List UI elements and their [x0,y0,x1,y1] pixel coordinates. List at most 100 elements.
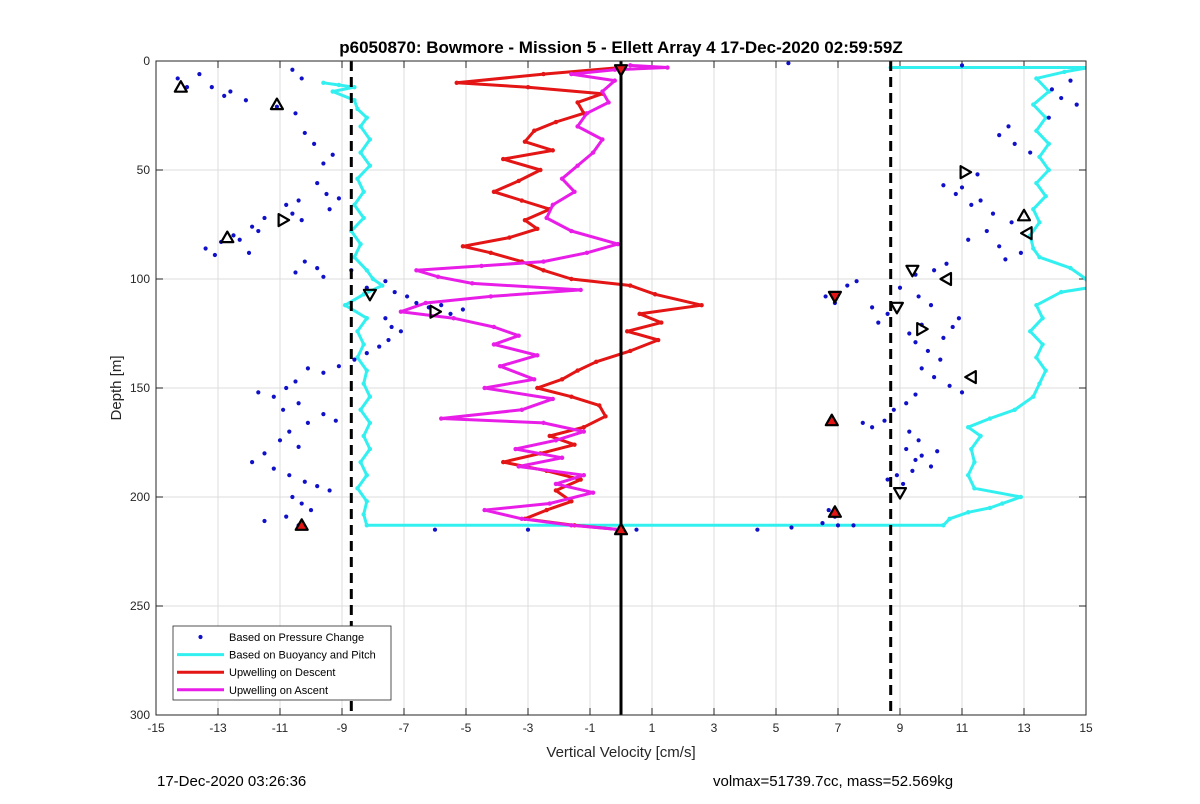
data-point-based-on-pressure-change [932,375,937,380]
data-point-upwelling-on-ascent [590,150,596,155]
data-point-upwelling-on-ascent [516,464,521,469]
marker-layer [173,64,1033,536]
data-point-based-on-pressure-change [256,390,261,395]
data-point-based-on-pressure-change [386,337,391,343]
data-point-based-on-pressure-change [907,331,912,336]
data-point-based-on-pressure-change [271,466,276,471]
data-point-upwelling-on-descent [532,128,537,133]
data-point-upwelling-on-ascent [488,294,493,299]
data-point-based-on-buoyancy-and-pitch [330,89,335,94]
marker-triangle-down [892,487,908,500]
data-point-based-on-pressure-change [907,429,912,434]
data-point-upwelling-on-descent [460,244,466,249]
data-point-based-on-buoyancy-and-pitch [367,394,373,399]
data-point-upwelling-on-ascent [581,429,586,434]
data-point-based-on-buoyancy-and-pitch [1031,394,1036,399]
data-point-based-on-pressure-change [897,285,903,290]
legend-swatch-based-on-pressure-change [198,634,203,640]
data-point-upwelling-on-descent [553,488,559,493]
x-tick-label: -3 [523,721,534,735]
marker-triangle-down [613,64,629,77]
data-point-based-on-pressure-change [284,514,289,519]
data-point-upwelling-on-descent [559,377,565,382]
data-point-based-on-pressure-change [997,133,1002,138]
data-point-based-on-pressure-change [243,98,248,103]
data-point-based-on-pressure-change [321,412,326,417]
data-point-based-on-pressure-change [315,484,320,489]
data-point-upwelling-on-descent [656,337,661,343]
data-point-based-on-pressure-change [197,71,202,77]
data-point-upwelling-on-descent [581,425,586,430]
data-point-upwelling-on-ascent [600,137,605,142]
marker-triangle-up [613,522,629,536]
data-point-based-on-buoyancy-and-pitch [1031,207,1036,212]
data-point-based-on-pressure-change [299,501,304,506]
data-point-upwelling-on-ascent [541,259,546,264]
marker-triangle-left [1019,226,1033,241]
data-point-based-on-pressure-change [634,527,639,532]
data-point-based-on-buoyancy-and-pitch [321,80,326,86]
data-point-based-on-pressure-change [383,279,388,284]
data-point-based-on-buoyancy-and-pitch [352,255,357,260]
data-point-based-on-buoyancy-and-pitch [1028,329,1033,334]
data-point-based-on-pressure-change [975,172,980,177]
data-point-based-on-buoyancy-and-pitch [367,420,373,426]
data-point-based-on-buoyancy-and-pitch [1040,316,1045,321]
data-point-based-on-buoyancy-and-pitch [355,486,360,491]
data-point-based-on-buoyancy-and-pitch [987,505,993,511]
data-point-based-on-buoyancy-and-pitch [364,316,369,321]
x-tick-label: -9 [337,721,348,735]
data-point-based-on-buoyancy-and-pitch [969,446,974,452]
data-point-upwelling-on-descent [522,217,528,223]
data-point-upwelling-on-descent [547,433,552,439]
legend: Based on Pressure Change Based on Buoyanc… [172,625,392,701]
data-point-upwelling-on-ascent [541,420,546,426]
data-point-upwelling-on-ascent [479,263,484,269]
marker-triangle-right [277,213,291,228]
marker-triangle-right [959,165,973,180]
data-point-based-on-pressure-change [1009,220,1014,225]
data-point-upwelling-on-descent [637,311,642,317]
data-point-based-on-pressure-change [913,457,918,463]
data-point-upwelling-on-descent [553,119,559,125]
data-point-based-on-pressure-change [398,329,403,334]
data-point-based-on-buoyancy-and-pitch [367,163,373,168]
data-point-upwelling-on-descent [575,100,580,105]
data-point-upwelling-on-ascent [606,100,611,105]
data-point-based-on-buoyancy-and-pitch [1037,154,1042,160]
data-point-based-on-pressure-change [1059,95,1064,101]
data-point-based-on-pressure-change [950,324,955,330]
data-point-based-on-pressure-change [293,379,298,384]
data-point-based-on-buoyancy-and-pitch [364,499,369,504]
data-point-based-on-pressure-change [1018,250,1024,255]
y-tick-label: 250 [130,599,150,613]
data-point-based-on-pressure-change [209,85,214,90]
data-point-based-on-buoyancy-and-pitch [1000,501,1005,506]
data-point-based-on-pressure-change [959,390,965,395]
data-point-based-on-buoyancy-and-pitch [361,342,366,347]
data-point-upwelling-on-ascent [516,333,521,338]
data-point-based-on-pressure-change [432,527,438,532]
data-point-based-on-pressure-change [262,518,267,524]
legend-box [172,625,392,701]
data-point-upwelling-on-descent [501,459,506,465]
data-point-upwelling-on-descent [628,283,633,288]
data-point-based-on-buoyancy-and-pitch [342,302,348,308]
data-point-based-on-pressure-change [854,279,859,284]
data-point-based-on-pressure-change [789,525,794,530]
data-point-upwelling-on-ascent [572,189,577,194]
data-point-based-on-buoyancy-and-pitch [972,459,977,465]
data-point-based-on-pressure-change [448,311,453,316]
data-point-based-on-buoyancy-and-pitch [358,124,363,129]
data-point-based-on-pressure-change [935,449,940,454]
data-point-based-on-pressure-change [910,468,915,473]
data-point-upwelling-on-descent [491,189,497,194]
data-point-based-on-pressure-change [885,477,890,482]
data-point-based-on-pressure-change [928,464,934,469]
x-tick-label: -15 [147,721,165,735]
data-point-based-on-pressure-change [932,268,937,273]
data-point-based-on-pressure-change [308,507,314,513]
data-point-upwelling-on-ascent [615,241,621,247]
data-point-based-on-pressure-change [944,261,949,266]
x-tick-label: 3 [711,721,718,735]
